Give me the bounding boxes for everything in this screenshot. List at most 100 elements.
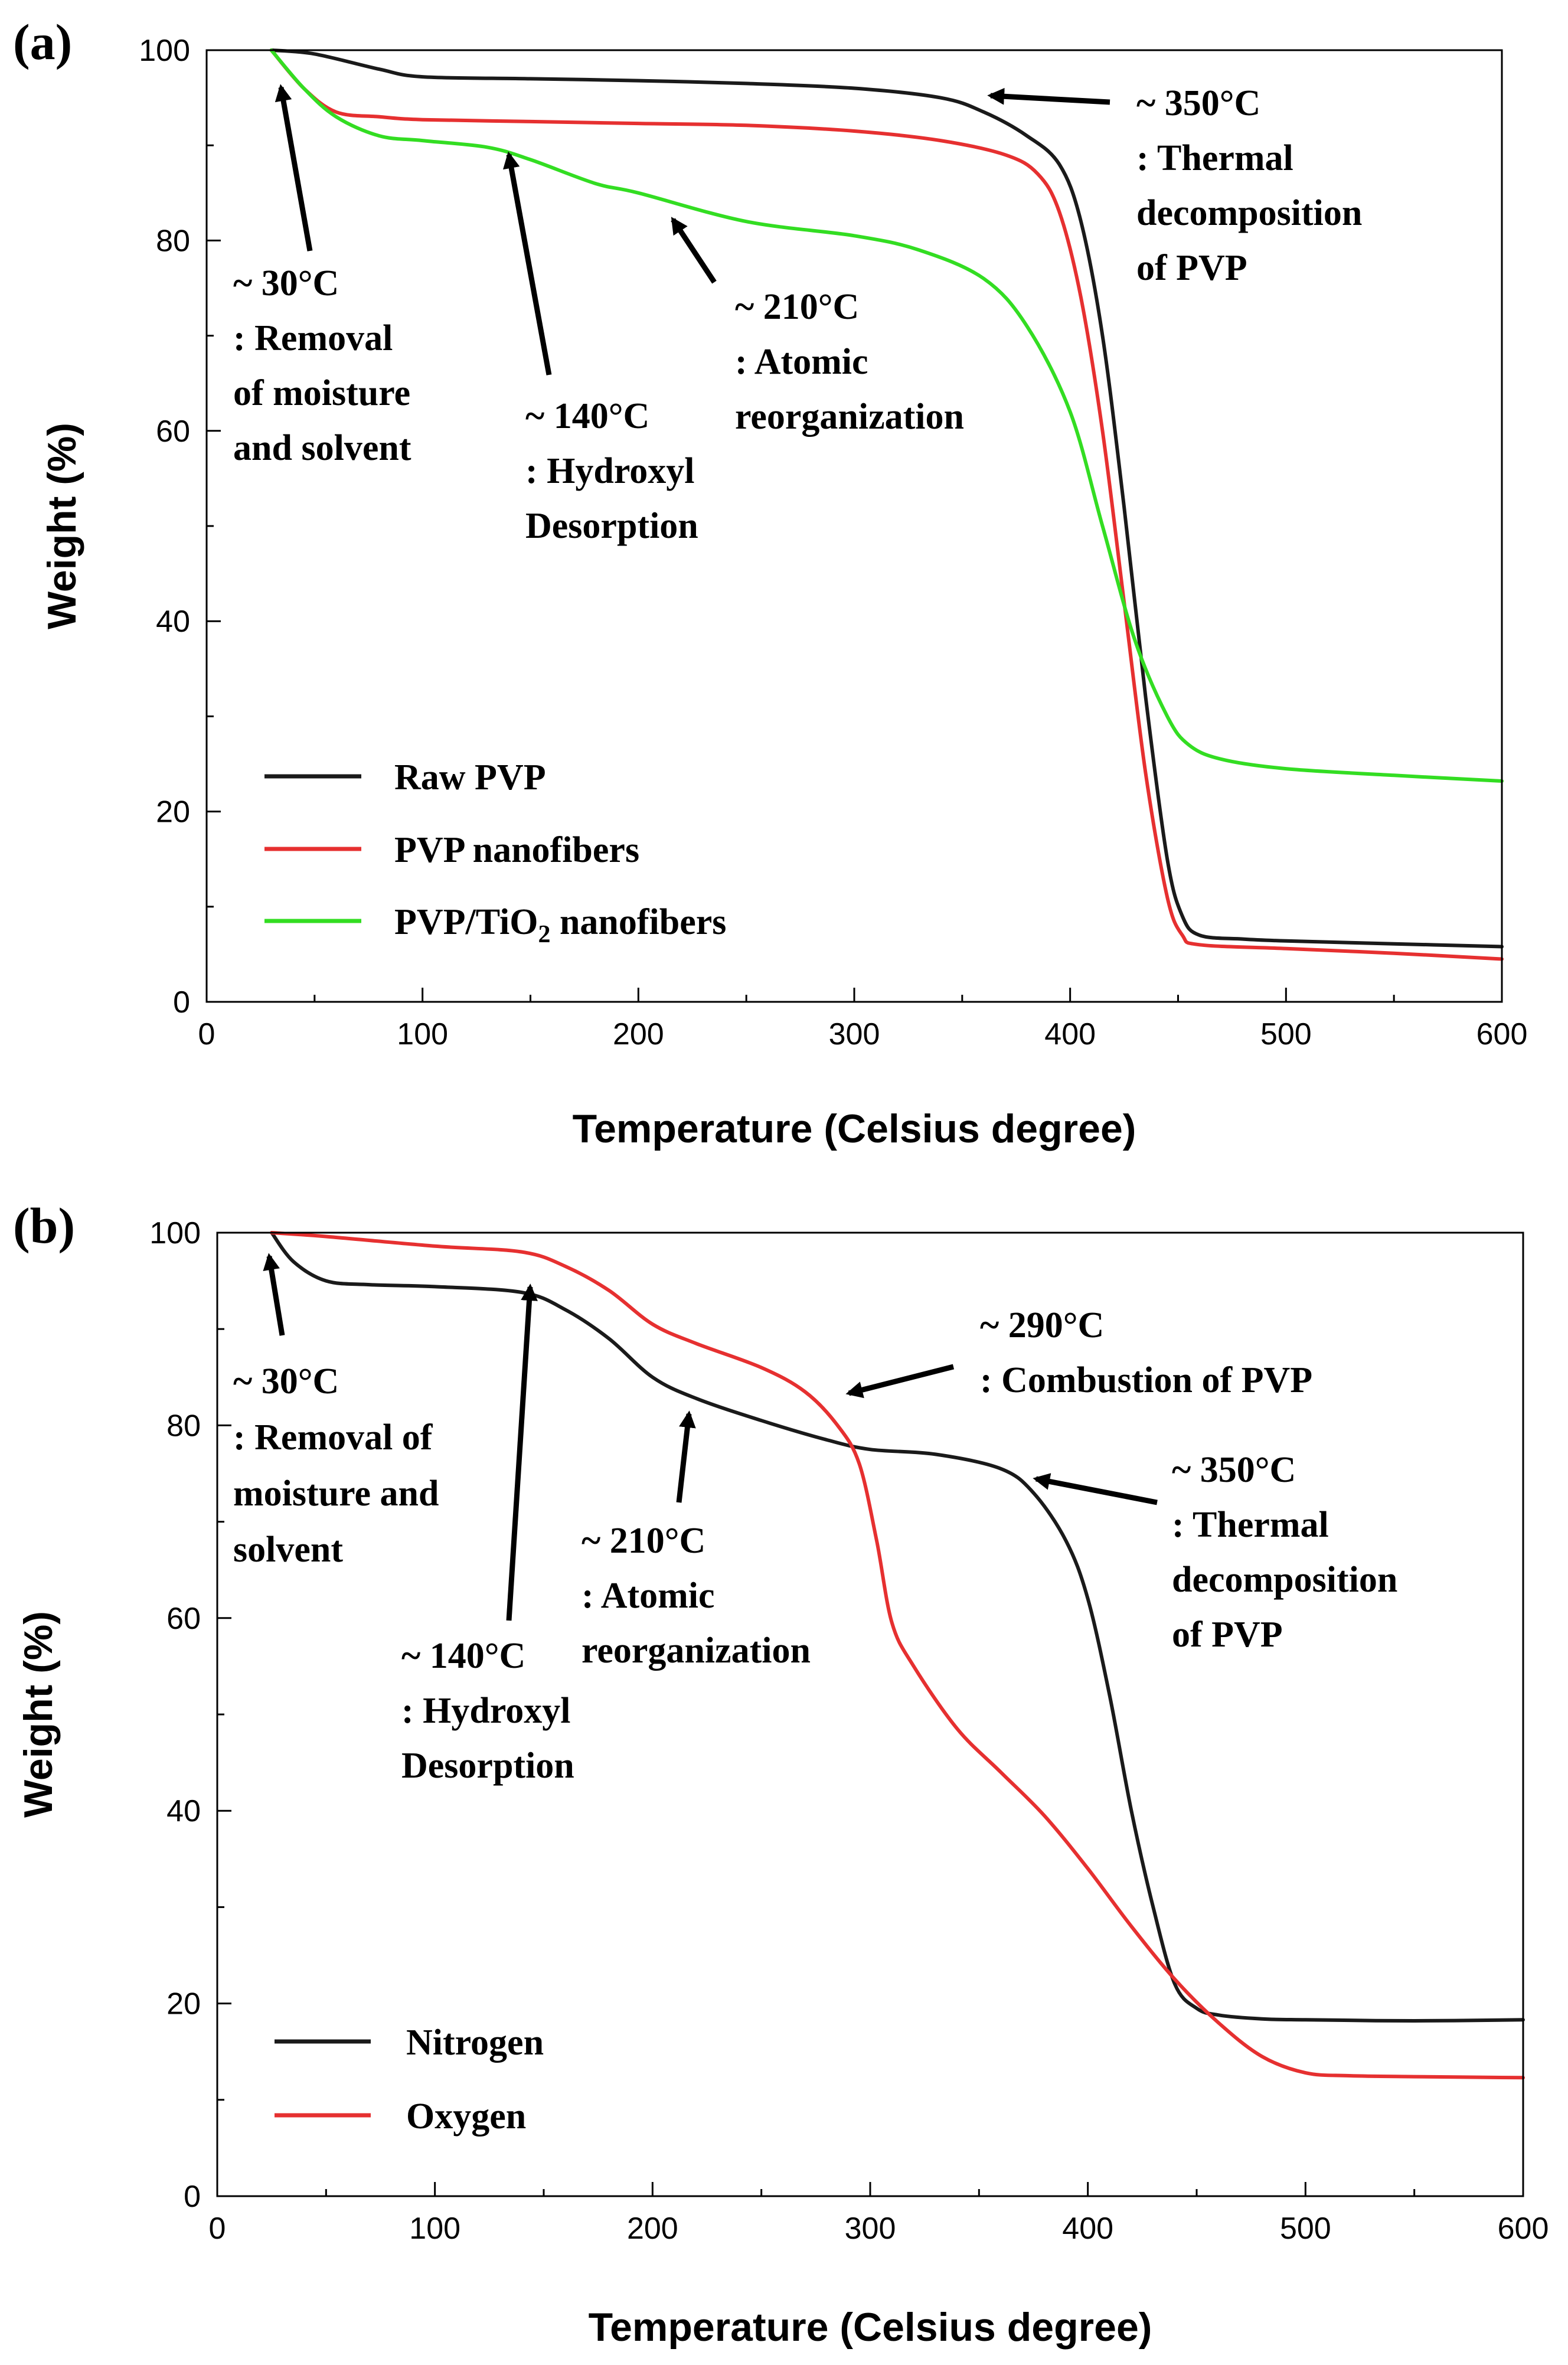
annot-b-350c-line-1: ~ 350°C (1172, 1450, 1296, 1490)
panel-a-y-axis-label: Weight (%) (40, 423, 84, 629)
annot-a-210c-line-2: : Atomic (735, 342, 868, 382)
annot-a-210c-line-1: ~ 210°C (735, 287, 859, 327)
legend-a-label-part-1: PVP/TiO (394, 902, 538, 942)
panel-b-y-axis-label: Weight (%) (16, 1611, 61, 1818)
annot-b-30c-line-3: moisture and (233, 1474, 439, 1514)
annot-a-210c-line-3: reorganization (735, 397, 964, 437)
annot-a-210c-arrow (671, 217, 717, 284)
panel-a-y-tick-label-80: 80 (156, 224, 190, 258)
annot-a-140c-text: ~ 140°C : Hydroxyl Desorption (525, 396, 704, 546)
panel-a-series-pvp-tio2-nanofibers (269, 48, 1504, 783)
annot-b-30c-line-2: : Removal of (233, 1417, 433, 1458)
annot-b-140c-text: ~ 140°C : Hydroxyl Desorption (401, 1636, 580, 1786)
annot-b-290c-text: ~ 290°C : Combustion of PVP (980, 1305, 1312, 1400)
panel-a-x-axis-label: Temperature (Celsius degree) (573, 1106, 1136, 1151)
legend-b-label-nitrogen: Nitrogen (406, 2023, 544, 2063)
panel-b-x-tick-label-100: 100 (409, 2212, 460, 2246)
legend-b-label-oxygen: Oxygen (406, 2096, 526, 2137)
annot-b-350c-line-3: decomposition (1172, 1560, 1397, 1600)
annot-a-140c-arrow (502, 151, 552, 375)
annot-a-350c-line-3: decomposition (1136, 193, 1362, 233)
panel-b-y-tick-label-0: 0 (184, 2180, 201, 2214)
annot-b-210c-line-3: reorganization (582, 1631, 811, 1671)
panel-a-x-tick-label-400: 400 (1044, 1017, 1096, 1051)
annot-b-140c-line-3: Desorption (401, 1746, 574, 1786)
panel-b-y-tick-label-20: 20 (166, 1987, 201, 2021)
annot-b-210c-text: ~ 210°C : Atomic reorganization (582, 1521, 811, 1671)
annot-b-30c-line-1: ~ 30°C (233, 1361, 339, 1402)
annot-b-350c-text: ~ 350°C : Thermal decomposition of PVP (1172, 1450, 1407, 1655)
annot-b-350c-arrow (1033, 1473, 1158, 1505)
annot-b-290c-arrow (845, 1364, 955, 1399)
annot-b-210c-line-1: ~ 210°C (582, 1521, 705, 1561)
panel-a-x-tick-label-600: 600 (1476, 1017, 1528, 1051)
panel-b-x-axis-label: Temperature (Celsius degree) (589, 2305, 1152, 2350)
annot-a-140c-line-1: ~ 140°C (525, 396, 649, 436)
annot-a-30c-arrow (275, 84, 313, 251)
annot-b-30c-text: ~ 30°C : Removal of moisture and solvent (233, 1361, 448, 1570)
panel-b-y-tick-label-100: 100 (149, 1216, 201, 1250)
annot-a-140c-line-3: Desorption (525, 506, 698, 546)
panel-b-annotations: ~ 30°C : Removal of moisture and solvent… (233, 1253, 1407, 1786)
panel-b-chart: (b) 0 100 200 300 400 500 600 0 20 40 60 80 100 Temp… (13, 1197, 1549, 2350)
annot-b-210c-line-2: : Atomic (582, 1576, 715, 1616)
panel-b-x-tick-label-0: 0 (209, 2212, 226, 2246)
legend-a-label-pvp-nanofibers: PVP nanofibers (394, 830, 639, 870)
panel-a-legend: Raw PVP PVP nanofibers PVP/TiO2 nanofibe… (264, 757, 726, 948)
panel-b-x-tick-label-300: 300 (845, 2212, 896, 2246)
panel-a-y-tick-label-60: 60 (156, 414, 190, 449)
annot-a-350c-line-4: of PVP (1136, 248, 1247, 288)
panel-b-x-tick-label-500: 500 (1280, 2212, 1331, 2246)
panel-a-x-tick-label-300: 300 (829, 1017, 880, 1051)
annot-a-350c-text: ~ 350°C : Thermal decomposition of PVP (1136, 83, 1371, 288)
annot-a-350c-line-2: : Thermal (1136, 138, 1293, 178)
legend-a-label-part-2: nanofibers (550, 902, 726, 942)
panel-a-plot-frame (205, 49, 1503, 1003)
annot-b-350c-line-4: of PVP (1172, 1615, 1283, 1655)
annot-b-30c-line-4: solvent (233, 1530, 343, 1570)
panel-a-ticks: 0 100 200 300 400 500 600 0 20 40 60 80 100 (139, 34, 1527, 1051)
annot-b-290c-line-1: ~ 290°C (980, 1305, 1104, 1345)
annot-a-350c-arrow (987, 87, 1110, 105)
annot-b-290c-line-2: : Combustion of PVP (980, 1360, 1312, 1400)
panel-a-annotations: ~ 30°C : Removal of moisture and solvent… (233, 83, 1371, 546)
annot-b-210c-arrow (676, 1410, 696, 1503)
panel-a-label: (a) (13, 14, 72, 70)
annot-b-140c-arrow (506, 1283, 538, 1621)
panel-a-y-tick-label-20: 20 (156, 795, 190, 829)
annot-a-350c-line-1: ~ 350°C (1136, 83, 1260, 123)
panel-b-label: (b) (13, 1197, 75, 1254)
annot-a-30c-text: ~ 30°C : Removal of moisture and solvent (233, 263, 420, 468)
annot-a-30c-line-1: ~ 30°C (233, 263, 339, 303)
panel-b-ticks: 0 100 200 300 400 500 600 0 20 40 60 80 100 (149, 1216, 1549, 2246)
annot-a-210c-text: ~ 210°C : Atomic reorganization (735, 287, 964, 437)
panel-a-y-tick-label-40: 40 (156, 605, 190, 639)
panel-a-x-tick-label-200: 200 (613, 1017, 664, 1051)
annot-b-30c-arrow (263, 1253, 285, 1336)
panel-b-y-tick-label-40: 40 (166, 1794, 201, 1828)
annot-a-140c-line-2: : Hydroxyl (525, 451, 694, 491)
panel-b-series-nitrogen (270, 1231, 1525, 2023)
legend-a-label-pvp-tio2-nanofibers: PVP/TiO2 nanofibers (394, 902, 726, 948)
legend-a-label-raw-pvp: Raw PVP (394, 757, 546, 798)
panel-a-x-tick-label-500: 500 (1260, 1017, 1312, 1051)
panel-a-series-raw-pvp (269, 48, 1504, 949)
annot-b-140c-line-1: ~ 140°C (401, 1636, 525, 1676)
panel-a-x-tick-label-0: 0 (198, 1017, 215, 1051)
panel-a-series-pvp-nanofibers (269, 48, 1504, 961)
panel-a-x-tick-label-100: 100 (397, 1017, 448, 1051)
annot-a-30c-line-2: : Removal (233, 318, 393, 358)
legend-a-label-subscript: 2 (538, 921, 550, 948)
panel-b-plot-frame (216, 1232, 1524, 2197)
panel-b-x-tick-label-200: 200 (627, 2212, 678, 2246)
panel-b-x-tick-label-400: 400 (1062, 2212, 1113, 2246)
panel-b-y-tick-label-60: 60 (166, 1602, 201, 1636)
panel-b-legend: Nitrogen Oxygen (275, 2023, 544, 2137)
panel-a-chart: (a) 0 100 200 300 400 500 600 0 20 40 60 80 100 Temp… (13, 14, 1527, 1151)
panel-a-y-tick-label-100: 100 (139, 34, 190, 68)
annot-b-140c-line-2: : Hydroxyl (401, 1691, 570, 1731)
annot-a-30c-line-4: and solvent (233, 428, 411, 468)
panel-a-y-tick-label-0: 0 (173, 985, 190, 1020)
panel-b-series-oxygen (270, 1231, 1525, 2080)
